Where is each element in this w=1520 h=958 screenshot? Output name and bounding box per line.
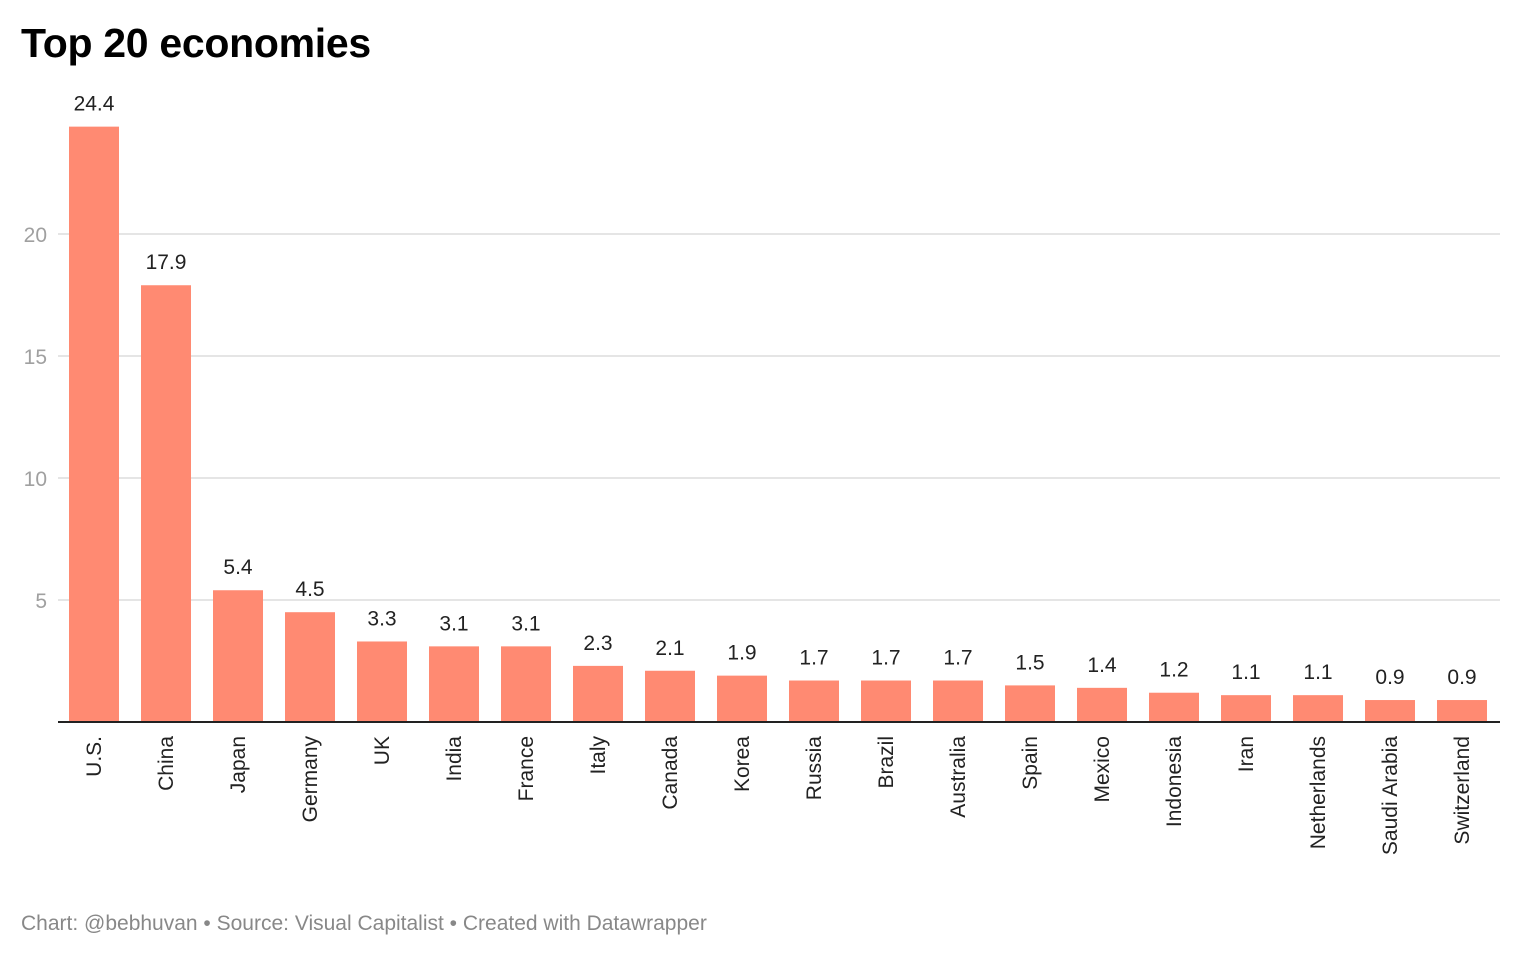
bar — [1437, 700, 1487, 722]
value-label: 4.5 — [295, 578, 324, 601]
x-tick-label: Mexico — [1091, 736, 1114, 803]
bar — [1005, 685, 1055, 722]
y-tick-label: 10 — [24, 468, 47, 491]
value-label: 2.3 — [583, 632, 612, 655]
bar — [213, 590, 263, 722]
x-tick-label: Saudi Arabia — [1379, 736, 1402, 855]
x-tick-label: Germany — [299, 736, 322, 823]
chart-footer: Chart: @bebhuvan • Source: Visual Capita… — [21, 912, 707, 935]
bar — [501, 646, 551, 722]
bar — [1365, 700, 1415, 722]
x-tick-label: Australia — [947, 736, 970, 818]
x-tick-label: Canada — [659, 736, 682, 810]
gridlines — [58, 233, 1500, 601]
bar — [69, 126, 119, 722]
x-tick-label: Indonesia — [1163, 736, 1186, 827]
bar — [861, 680, 911, 722]
value-label: 1.1 — [1303, 661, 1332, 684]
bar — [285, 612, 335, 722]
bar — [1221, 695, 1271, 722]
value-label: 5.4 — [223, 556, 253, 579]
x-tick-label: Switzerland — [1451, 736, 1474, 845]
value-label: 1.2 — [1159, 659, 1188, 682]
value-label: 0.9 — [1375, 666, 1404, 689]
y-tick-label: 20 — [24, 224, 47, 247]
x-tick-label: Russia — [803, 736, 826, 801]
x-tick-label: U.S. — [83, 736, 106, 777]
x-tick-label: UK — [371, 736, 394, 765]
bar — [1149, 692, 1199, 722]
bar — [717, 675, 767, 722]
value-label: 2.1 — [655, 637, 684, 660]
bar — [1077, 687, 1127, 722]
x-tick-label: China — [155, 736, 178, 791]
y-axis-ticks: 5 10 15 20 — [24, 224, 47, 613]
value-label: 3.1 — [439, 612, 468, 635]
x-tick-label: Japan — [227, 736, 250, 793]
value-label: 1.7 — [871, 647, 900, 670]
x-tick-label: France — [515, 736, 538, 801]
bar — [789, 680, 839, 722]
bar — [429, 646, 479, 722]
value-label: 1.7 — [799, 647, 828, 670]
x-tick-label: India — [443, 736, 466, 782]
x-tick-label: Iran — [1235, 736, 1258, 772]
value-label: 1.1 — [1231, 661, 1260, 684]
value-label: 1.5 — [1015, 651, 1044, 674]
value-label: 3.3 — [367, 607, 396, 630]
value-labels: 24.4 17.9 5.4 4.5 3.3 3.1 3.1 2.3 2.1 1.9 1.7 1.7 1.… — [74, 93, 1477, 689]
bars — [69, 126, 1487, 722]
x-tick-label: Italy — [587, 736, 610, 775]
x-tick-label: Netherlands — [1307, 736, 1330, 849]
x-tick-label: Korea — [731, 736, 754, 792]
x-tick-label: Brazil — [875, 736, 898, 789]
value-label: 1.9 — [727, 642, 756, 665]
value-label: 0.9 — [1447, 666, 1476, 689]
bar — [357, 641, 407, 722]
chart-title: Top 20 economies — [21, 20, 371, 66]
value-label: 17.9 — [146, 251, 187, 274]
bar — [933, 680, 983, 722]
y-tick-label: 5 — [35, 590, 47, 613]
value-label: 24.4 — [74, 93, 115, 116]
bar — [1293, 695, 1343, 722]
y-tick-label: 15 — [24, 346, 47, 369]
x-axis-labels: U.S. China Japan Germany UK India France Italy C… — [83, 736, 1474, 856]
bar — [573, 665, 623, 722]
value-label: 3.1 — [511, 612, 540, 635]
value-label: 1.7 — [943, 647, 972, 670]
bar — [645, 670, 695, 722]
value-label: 1.4 — [1087, 654, 1117, 677]
x-tick-label: Spain — [1019, 736, 1042, 790]
bar — [141, 285, 191, 722]
